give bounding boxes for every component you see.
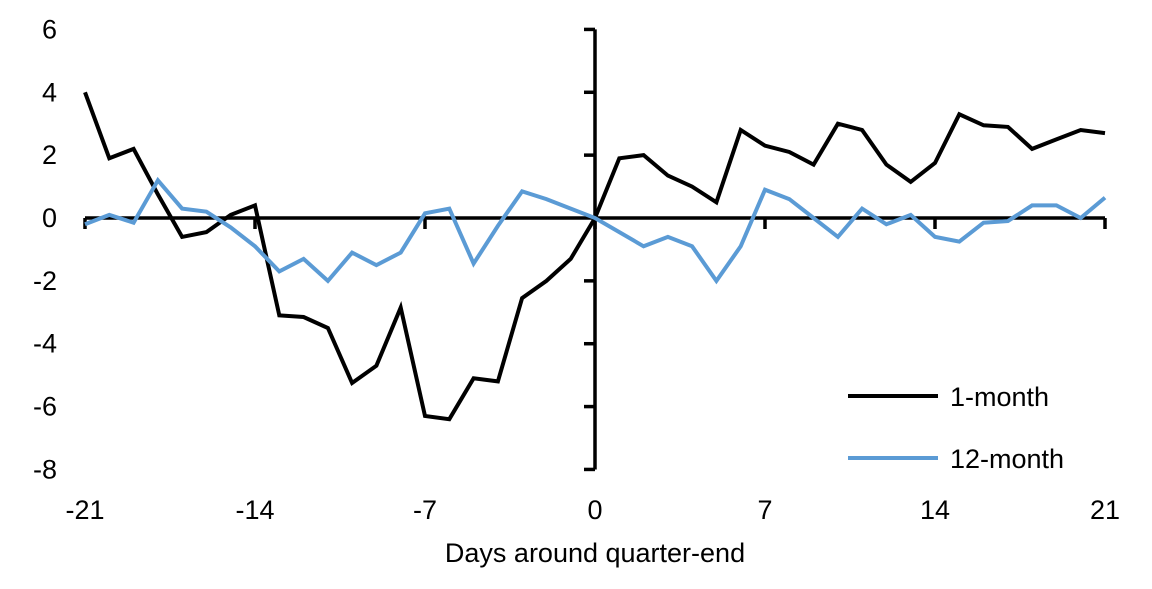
series-line-12-month — [84, 176, 1107, 285]
series-layer — [83, 91, 1107, 422]
x-tick-label: 21 — [1090, 495, 1120, 525]
x-tick-label: 7 — [757, 495, 772, 525]
legend-label-1-month: 1-month — [950, 382, 1049, 412]
y-tick-label: 4 — [42, 77, 57, 107]
y-tick-label: -8 — [33, 454, 57, 484]
x-tick-label: -14 — [235, 495, 274, 525]
legend-label-12-month: 12-month — [950, 444, 1064, 474]
tick-label-layer: -21 -14 -7 0 7 14 21 -8 -6 -4 -2 0 2 4 6 — [33, 14, 1120, 525]
x-axis-title: Days around quarter-end — [445, 538, 745, 568]
y-tick-label: -2 — [33, 266, 57, 296]
y-tick-label: 2 — [42, 140, 57, 170]
y-tick-label: -4 — [33, 329, 57, 359]
y-tick-label: 0 — [42, 203, 57, 233]
x-tick-label: 0 — [587, 495, 602, 525]
x-tick-label: -21 — [65, 495, 104, 525]
x-tick-label: -7 — [413, 495, 437, 525]
y-tick-label: -6 — [33, 392, 57, 422]
legend: 1-month 12-month — [848, 382, 1064, 474]
y-tick-label: 6 — [42, 14, 57, 44]
x-tick-label: 14 — [920, 495, 950, 525]
